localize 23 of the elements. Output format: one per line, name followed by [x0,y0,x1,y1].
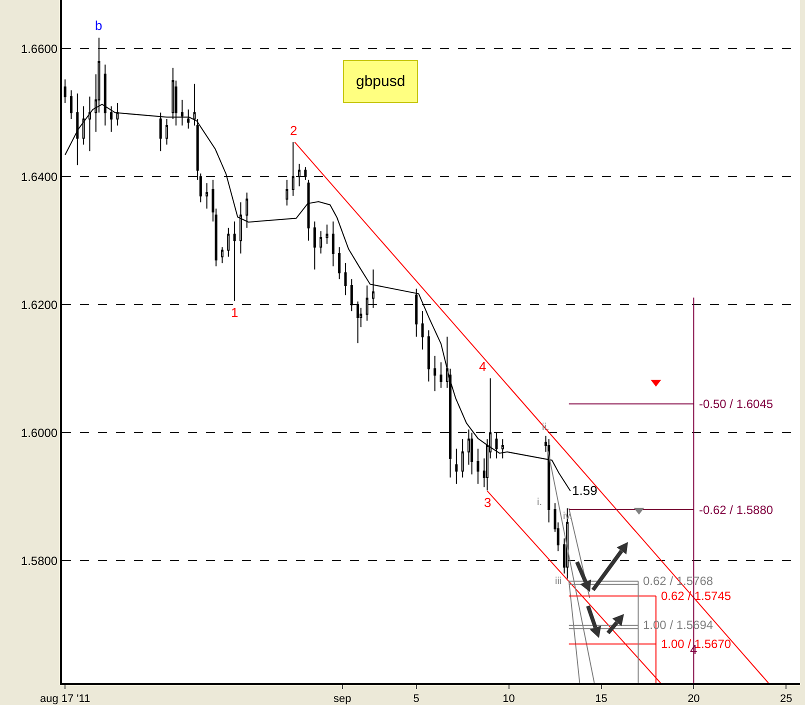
annotation: 1 [231,305,238,320]
x-tick-label: 20 [688,693,700,705]
series-label: -0.50 / 1.6045 [699,397,774,411]
annotation: 3 [484,495,492,510]
x-tick-label: 25 [780,693,792,705]
x-tick-label: aug 17 '11 [40,693,90,705]
y-tick-label: 1.5800 [20,554,58,568]
series-label: -0.62 / 1.5880 [699,503,774,517]
x-tick-label: 5 [413,693,420,705]
x-tick-label: 15 [595,693,608,705]
annotation: 1.59 [572,483,598,498]
annotation: i. [537,497,542,508]
y-tick-label: 1.6600 [20,42,58,56]
x-tick-label: 10 [502,693,515,705]
y-tick-label: 1.6200 [20,298,58,312]
annotation: iii [555,576,562,587]
annotation: b [95,18,102,33]
annotation: 4 [479,359,486,374]
x-tick-label: sep [334,693,352,705]
y-tick-label: 1.6000 [20,426,58,440]
text: gbpusd [356,73,406,90]
annotation: 2 [290,123,298,138]
y-tick-label: 1.6400 [20,170,58,184]
